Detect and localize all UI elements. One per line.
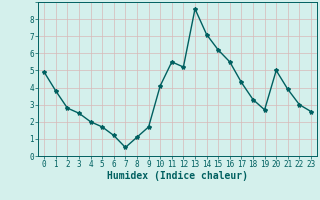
X-axis label: Humidex (Indice chaleur): Humidex (Indice chaleur) [107, 171, 248, 181]
